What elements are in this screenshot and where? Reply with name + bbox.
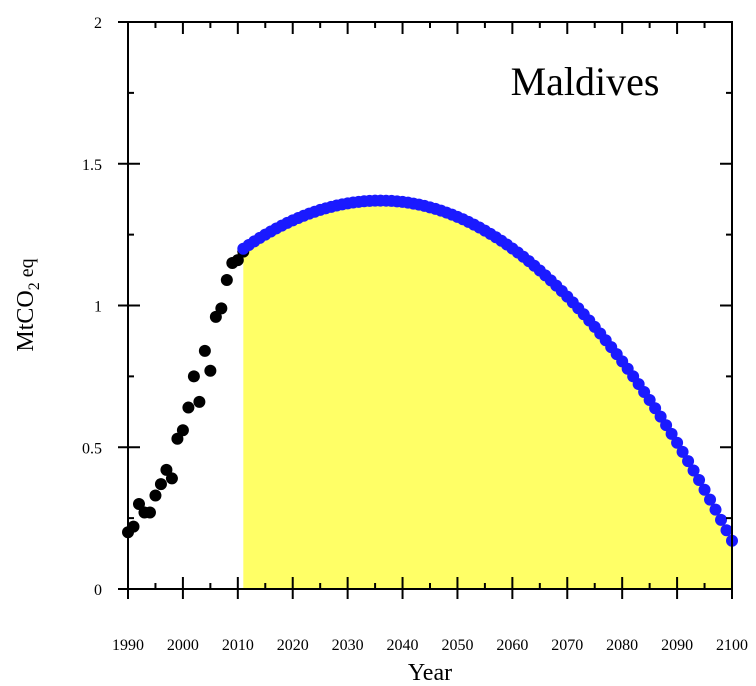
- x-tick-label: 2100: [716, 637, 748, 654]
- projection-point: [660, 419, 673, 432]
- area-layer: [243, 200, 733, 590]
- projection-point: [687, 464, 700, 477]
- axes-layer: [118, 21, 733, 599]
- historical-point: [171, 432, 184, 445]
- y-tick-label: 0: [94, 582, 102, 599]
- projection-point: [671, 436, 684, 449]
- historical-point: [215, 302, 228, 315]
- x-tick-label: 2010: [222, 637, 254, 654]
- projection-point: [709, 503, 722, 516]
- projection-point: [698, 483, 711, 496]
- historical-point: [198, 344, 211, 357]
- historical-point: [231, 254, 244, 267]
- historical-point: [127, 520, 140, 533]
- projection-area: [243, 200, 733, 590]
- historical-point: [154, 478, 167, 491]
- projection-point: [704, 493, 717, 506]
- x-tick-label: 2000: [167, 637, 199, 654]
- historical-point: [193, 395, 206, 408]
- historical-point: [132, 497, 145, 510]
- chart-title: Maldives: [511, 59, 660, 104]
- historical-point: [204, 364, 217, 377]
- projection-point: [665, 427, 678, 440]
- labels-layer: 1990 2000 2010 2020 2030 2040 2050 2060 2070 2080…: [82, 15, 748, 654]
- y-axis-title-subscript: 2: [26, 282, 43, 290]
- projection-point: [654, 410, 667, 423]
- historical-point: [209, 310, 222, 323]
- historical-point: [187, 370, 200, 383]
- points-layer: [122, 194, 738, 547]
- projection-point: [676, 445, 689, 458]
- x-tick-label: 2050: [441, 637, 473, 654]
- historical-point: [176, 424, 189, 437]
- y-tick-label: 1: [94, 299, 102, 316]
- x-tick-label: 2060: [496, 637, 528, 654]
- historical-point: [165, 472, 178, 485]
- y-axis-title: MtCO2 eq: [13, 258, 43, 351]
- projection-point: [720, 524, 733, 537]
- x-axis-title: Year: [408, 660, 452, 686]
- y-axis-title-main: MtCO: [13, 290, 39, 351]
- projection-point: [693, 474, 706, 487]
- x-tick-label: 1990: [112, 637, 144, 654]
- x-tick-label: 2030: [332, 637, 364, 654]
- historical-point: [182, 401, 195, 414]
- x-tick-label: 2070: [551, 637, 583, 654]
- y-tick-label: 2: [94, 15, 102, 32]
- y-tick-label: 0.5: [82, 440, 102, 457]
- historical-point: [143, 506, 156, 519]
- historical-point: [220, 273, 233, 286]
- historical-point: [160, 463, 173, 476]
- projection-point: [682, 455, 695, 468]
- x-tick-label: 2040: [387, 637, 419, 654]
- x-tick-label: 2020: [277, 637, 309, 654]
- historical-point: [149, 489, 162, 502]
- y-tick-label: 1.5: [82, 157, 102, 174]
- y-axis-title-suffix: eq: [16, 258, 38, 282]
- x-tick-label: 2080: [606, 637, 638, 654]
- projection-point: [715, 513, 728, 526]
- x-tick-label: 2090: [661, 637, 693, 654]
